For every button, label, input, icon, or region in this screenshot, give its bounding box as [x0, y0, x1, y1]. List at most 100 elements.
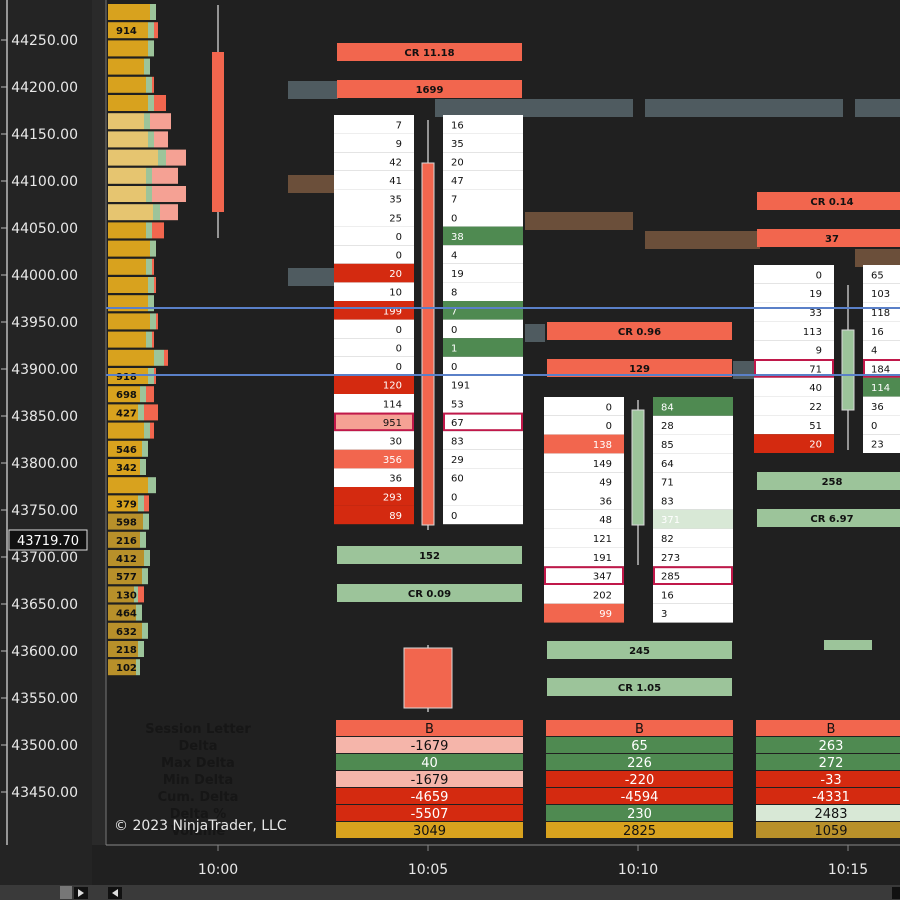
ask-cell: [443, 375, 523, 394]
ask-cell: [653, 453, 733, 473]
bid-cell: [334, 301, 414, 320]
vp-bar-buy: [134, 586, 138, 603]
zone-bar: [288, 268, 338, 286]
vp-bar-sell: [166, 149, 186, 166]
vp-bar-buy: [136, 659, 140, 676]
vp-bar-sell: [150, 422, 154, 439]
bid-volume: 51: [809, 421, 822, 432]
volume-profile: 914 918 698 427 546 342 379 598 216 412 577 130 464 6…: [108, 4, 186, 676]
summary-cell: [546, 720, 733, 736]
bid-cell: [754, 265, 834, 284]
zone-bar: [525, 324, 545, 342]
candle-small[interactable]: [403, 645, 453, 712]
bid-volume: 20: [809, 440, 822, 451]
ask-cell: [443, 394, 523, 413]
scroll-thumb[interactable]: [60, 886, 72, 899]
vp-bar-volume: [108, 76, 146, 93]
summary-cell: [546, 822, 733, 838]
summary-cell-value: B: [827, 722, 836, 737]
ask-cell: [443, 282, 523, 301]
vp-volume-label: 342: [116, 463, 137, 474]
summary-cell: [546, 754, 733, 770]
candle-10-15[interactable]: [841, 285, 855, 450]
ask-volume: 4: [871, 346, 877, 357]
ask-volume: 16: [871, 327, 884, 338]
price-tick-label: 43800.00: [11, 456, 78, 472]
bar-volume-label: [337, 80, 522, 98]
scroll-left-icon: [112, 889, 118, 897]
bid-volume: 951: [383, 418, 402, 429]
time-axis[interactable]: 10:00 10:05 10:10 10:15: [106, 844, 900, 885]
bid-cell: [544, 472, 624, 491]
ask-cell: [863, 396, 900, 416]
vp-bar-buy: [148, 40, 154, 57]
current-price-marker: 43719.70: [8, 529, 88, 551]
zone-bar: [733, 361, 755, 379]
bid-cell: [754, 359, 834, 378]
summary-cell-value: -33: [820, 773, 841, 788]
footprint-bar-3[interactable]: 0 65 19 103 33 118 113 16 9 4 71 184 40 114 22 36 51 0 20 2…: [754, 192, 900, 527]
vp-bar-buy: [140, 386, 146, 403]
scroll-right-icon: [78, 889, 84, 897]
price-axis[interactable]: 44250.00 44200.00 44150.00 44100.00 44050.00…: [0, 0, 92, 900]
candle-10-05[interactable]: [421, 120, 435, 530]
ask-volume: 7: [451, 195, 457, 206]
vp-volume-label: 914: [116, 26, 137, 37]
vp-bar-buy: [144, 550, 150, 566]
bid-volume: 0: [396, 232, 402, 243]
vp-bar-sell: [144, 404, 158, 421]
summary-row-label: Delta: [178, 739, 217, 754]
bid-cell: [754, 321, 834, 341]
summary-cell-value: 1059: [814, 824, 847, 839]
ask-volume: 71: [661, 478, 674, 489]
vp-bar-volume: [108, 258, 146, 275]
ask-cell: [443, 245, 523, 264]
bid-cell: [334, 431, 414, 450]
summary-cell-value: 2825: [623, 824, 656, 839]
ask-cell: [863, 415, 900, 435]
footprint-bar-2[interactable]: 0 84 0 28 138 85 149 64 49 71 36 83 48 371 121 82 191 273…: [544, 322, 733, 696]
price-tick-label: 44200.00: [11, 80, 78, 96]
vp-bar-buy: [143, 513, 149, 530]
vp-volume-label: 632: [116, 627, 137, 638]
ask-volume: 82: [661, 534, 674, 545]
vp-volume-label: 546: [116, 445, 137, 456]
summary-cell-value: 2483: [814, 807, 847, 822]
poc-highlight: [334, 412, 414, 432]
ask-volume: 29: [451, 455, 464, 466]
vp-bar-buy: [136, 604, 142, 621]
ask-cell: [863, 340, 900, 359]
horizontal-scrollbar[interactable]: [0, 885, 900, 900]
ask-cell: [653, 434, 733, 454]
bid-volume: 33: [809, 308, 822, 319]
delta-ratio-label-text: CR 0.96: [618, 327, 661, 338]
vp-bar-buy: [148, 295, 154, 312]
bar-volume-label-text: 258: [822, 477, 843, 488]
time-tick-label: 10:00: [198, 862, 238, 878]
summary-cell-value: B: [425, 722, 434, 737]
price-axis-panel: [0, 0, 92, 900]
ask-volume: 285: [661, 572, 680, 583]
bar-volume-label: [337, 546, 522, 564]
vp-bar-buy: [140, 459, 146, 475]
current-price-label: 43719.70: [17, 534, 79, 549]
ask-volume: 83: [661, 496, 674, 507]
bid-cell: [334, 133, 414, 153]
ask-cell: [443, 208, 523, 227]
ask-cell: [653, 509, 733, 529]
candle-10-10[interactable]: [631, 400, 645, 565]
summary-row-label: Volume: [171, 824, 226, 839]
vp-bar-sell: [138, 586, 144, 603]
vp-bar-sell: [154, 95, 166, 111]
candle-10-00[interactable]: [212, 5, 224, 238]
ask-volume: 114: [871, 383, 890, 394]
delta-ratio-label-text: CR 0.14: [810, 197, 853, 208]
bid-cell: [334, 319, 414, 339]
vp-bar-volume: [108, 459, 140, 475]
bid-cell: [334, 505, 414, 525]
vp-bar-volume: [108, 477, 148, 494]
vp-bar-buy: [158, 149, 166, 166]
bid-cell: [544, 528, 624, 548]
vp-bar-buy: [148, 477, 156, 494]
